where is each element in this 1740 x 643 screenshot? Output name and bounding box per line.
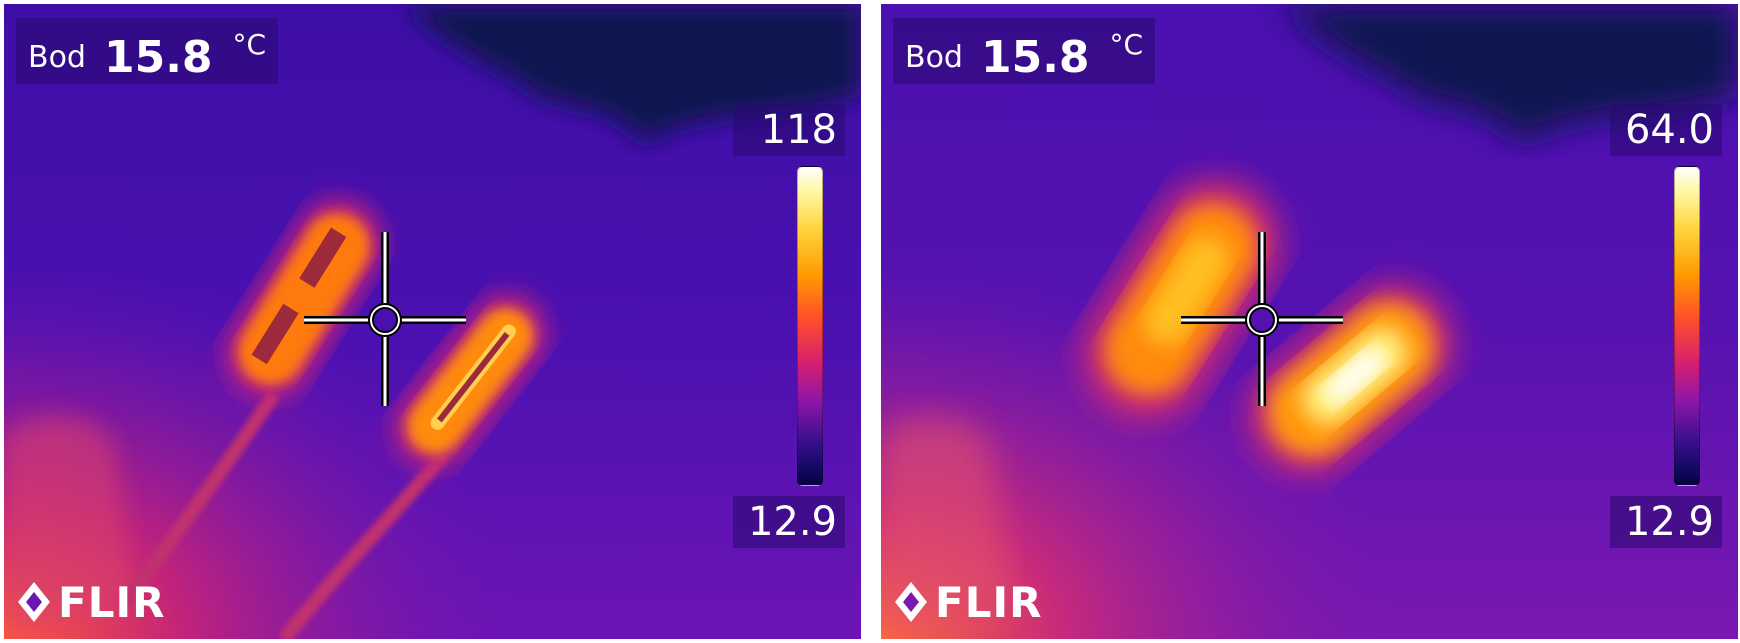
flir-diamond-icon [895,582,927,622]
readout-value: 15.8 [103,32,213,83]
flir-logo: FLIR [893,577,1043,627]
temperature-readout: Bod 15.8 °C [16,18,279,84]
flir-logo-text: FLIR [58,577,166,627]
temperature-readout: Bod 15.8 °C [893,18,1156,84]
scale-max: 64.0 [1610,104,1722,156]
thermal-image-left: Bod 15.8 °C 118 12.9 FLIR [4,4,861,639]
flir-logo-text: FLIR [935,577,1043,627]
crosshair-icon [1181,232,1343,406]
flir-diamond-icon [18,582,50,622]
color-scale-bar [1674,166,1700,486]
color-scale-bar [797,166,823,486]
readout-value: 15.8 [980,32,1090,83]
scale-min: 12.9 [1610,496,1722,548]
readout-label: Bod [905,40,963,75]
flir-logo: FLIR [16,577,166,627]
readout-unit: °C [232,28,267,61]
thermal-image-right: Bod 15.8 °C 64.0 12.9 FLIR [881,4,1738,639]
scale-min: 12.9 [733,496,845,548]
thermal-scene-left [4,4,861,639]
thermal-scene-right [881,4,1738,639]
readout-label: Bod [28,40,86,75]
scale-max: 118 [733,104,845,156]
crosshair-icon [304,232,466,406]
readout-unit: °C [1109,28,1144,61]
